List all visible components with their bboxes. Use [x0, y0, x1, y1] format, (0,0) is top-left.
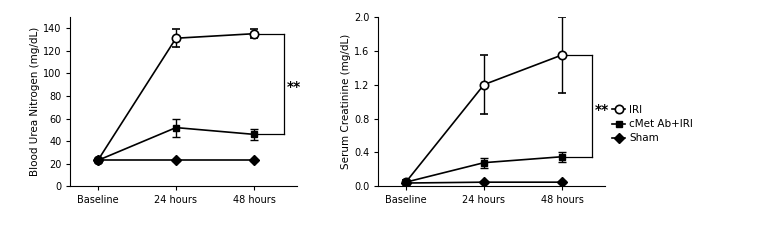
Y-axis label: Serum Creatinine (mg/dL): Serum Creatinine (mg/dL) [341, 34, 352, 169]
Text: **: ** [595, 103, 609, 117]
Text: **: ** [287, 80, 301, 94]
Y-axis label: Blood Urea Nitrogen (mg/dL): Blood Urea Nitrogen (mg/dL) [31, 27, 40, 176]
Legend: IRI, cMet Ab+IRI, Sham: IRI, cMet Ab+IRI, Sham [608, 101, 697, 148]
